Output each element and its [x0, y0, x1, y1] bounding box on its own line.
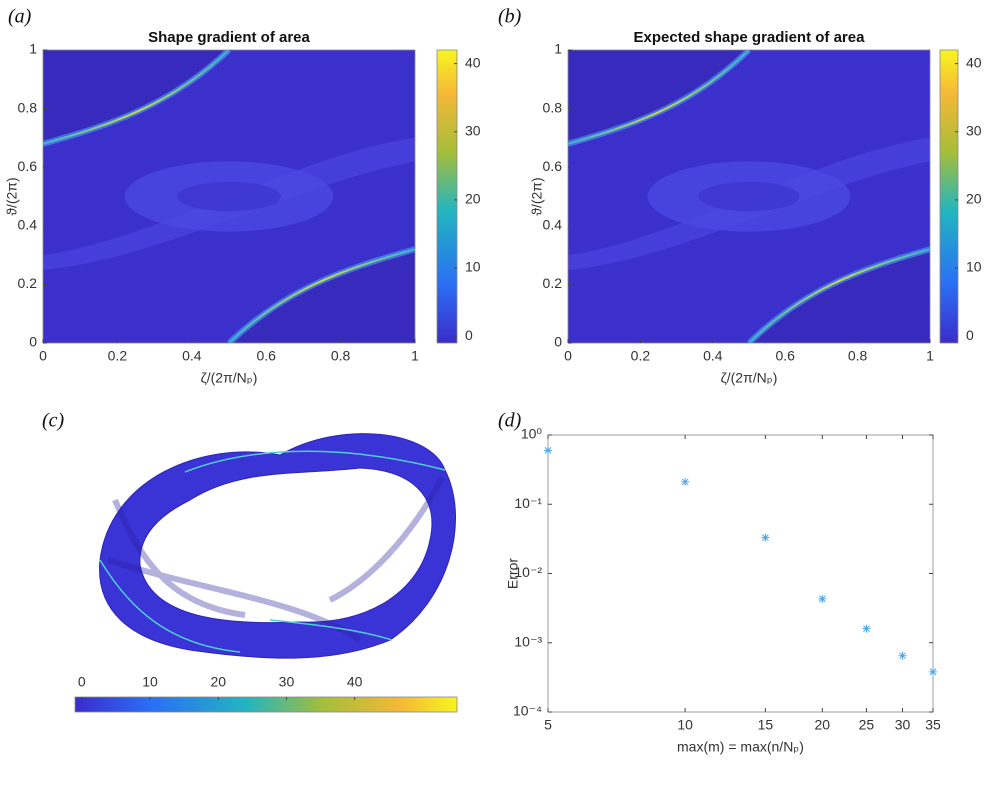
- y-tick-label: 0: [554, 334, 562, 350]
- colorbar: [75, 697, 457, 712]
- y-tick-label: 0.2: [543, 275, 563, 291]
- panel-label: (c): [42, 410, 65, 432]
- y-tick-label: 0.4: [543, 217, 563, 233]
- y-tick-label: 0.2: [18, 275, 38, 291]
- title: Expected shape gradient of area: [634, 29, 866, 46]
- colorbar-tick-label: 40: [966, 54, 982, 70]
- y-tick-label: 1: [29, 41, 37, 57]
- colorbar-tick-label: 30: [279, 674, 295, 690]
- x-tick-label: 0: [564, 348, 572, 364]
- y-axis-label: Error: [505, 558, 521, 589]
- marker: [544, 446, 552, 454]
- heatmap-band: [177, 182, 281, 211]
- y-tick-label: 1: [554, 41, 562, 57]
- x-tick-label: 20: [814, 717, 830, 733]
- colorbar-tick-label: 40: [347, 674, 363, 690]
- x-tick-label: 30: [895, 717, 911, 733]
- marker: [761, 534, 769, 542]
- colorbar-tick-label: 0: [966, 327, 974, 343]
- title: Shape gradient of area: [148, 29, 310, 46]
- y-tick-label: 0.8: [18, 99, 38, 115]
- colorbar-tick-label: 0: [465, 327, 473, 343]
- colorbar-tick-label: 30: [966, 122, 982, 138]
- x-tick-label: 0.2: [631, 348, 651, 364]
- x-tick-label: 0.8: [848, 348, 868, 364]
- marker: [862, 625, 870, 633]
- heatmap: [568, 44, 930, 349]
- colorbar: [437, 50, 457, 343]
- y-tick-label: 0: [29, 334, 37, 350]
- x-tick-label: 0.2: [108, 348, 128, 364]
- heatmap: [43, 44, 415, 349]
- colorbar-tick-label: 20: [210, 674, 226, 690]
- colorbar-tick-label: 0: [78, 674, 86, 690]
- x-tick-label: 0: [39, 348, 47, 364]
- x-tick-label: 1: [926, 348, 934, 364]
- x-tick-label: 1: [411, 348, 419, 364]
- x-axis-label: ζ/(2π/Nₚ): [201, 370, 258, 386]
- x-tick-label: 15: [758, 717, 774, 733]
- y-tick-label: 10⁻³: [514, 633, 542, 649]
- torus: [100, 434, 456, 659]
- heatmap-band: [698, 182, 799, 211]
- x-tick-label: 10: [677, 717, 693, 733]
- panel-label: (b): [498, 6, 522, 28]
- x-tick-label: 0.4: [182, 348, 202, 364]
- colorbar-tick-label: 10: [465, 259, 481, 275]
- x-tick-label: 5: [544, 717, 552, 733]
- y-axis-label: ϑ/(2π): [4, 177, 20, 215]
- colorbar-tick-label: 30: [465, 122, 481, 138]
- colorbar-tick-label: 10: [142, 674, 158, 690]
- y-tick-label: 10⁻⁴: [513, 703, 542, 719]
- colorbar-tick-label: 20: [966, 191, 982, 207]
- y-tick-label: 0.6: [18, 158, 38, 174]
- y-tick-label: 10⁻¹: [514, 495, 542, 511]
- x-tick-label: 0.8: [331, 348, 351, 364]
- x-axis-label: ζ/(2π/Nₚ): [721, 370, 778, 386]
- colorbar-tick-label: 20: [465, 191, 481, 207]
- marker: [818, 595, 826, 603]
- x-tick-label: 0.4: [703, 348, 723, 364]
- marker: [929, 668, 937, 676]
- y-axis-label: ϑ/(2π): [529, 177, 545, 215]
- marker: [681, 478, 689, 486]
- colorbar-tick-label: 10: [966, 259, 982, 275]
- figure: 00.20.40.60.8100.20.40.60.81Shape gradie…: [0, 0, 995, 787]
- x-axis-label: max(m) = max(n/Nₚ): [677, 739, 804, 755]
- y-tick-label: 0.4: [18, 217, 38, 233]
- panel-label: (d): [498, 410, 522, 432]
- y-tick-label: 0.8: [543, 99, 563, 115]
- x-tick-label: 35: [925, 717, 941, 733]
- x-tick-label: 0.6: [256, 348, 276, 364]
- y-tick-label: 0.6: [543, 158, 563, 174]
- colorbar-tick-label: 40: [465, 54, 481, 70]
- panel-label: (a): [8, 6, 32, 28]
- x-tick-label: 25: [859, 717, 875, 733]
- y-tick-label: 10⁰: [521, 426, 543, 442]
- colorbar: [940, 50, 958, 343]
- marker: [899, 652, 907, 660]
- x-tick-label: 0.6: [775, 348, 795, 364]
- axes-frame: [548, 435, 933, 712]
